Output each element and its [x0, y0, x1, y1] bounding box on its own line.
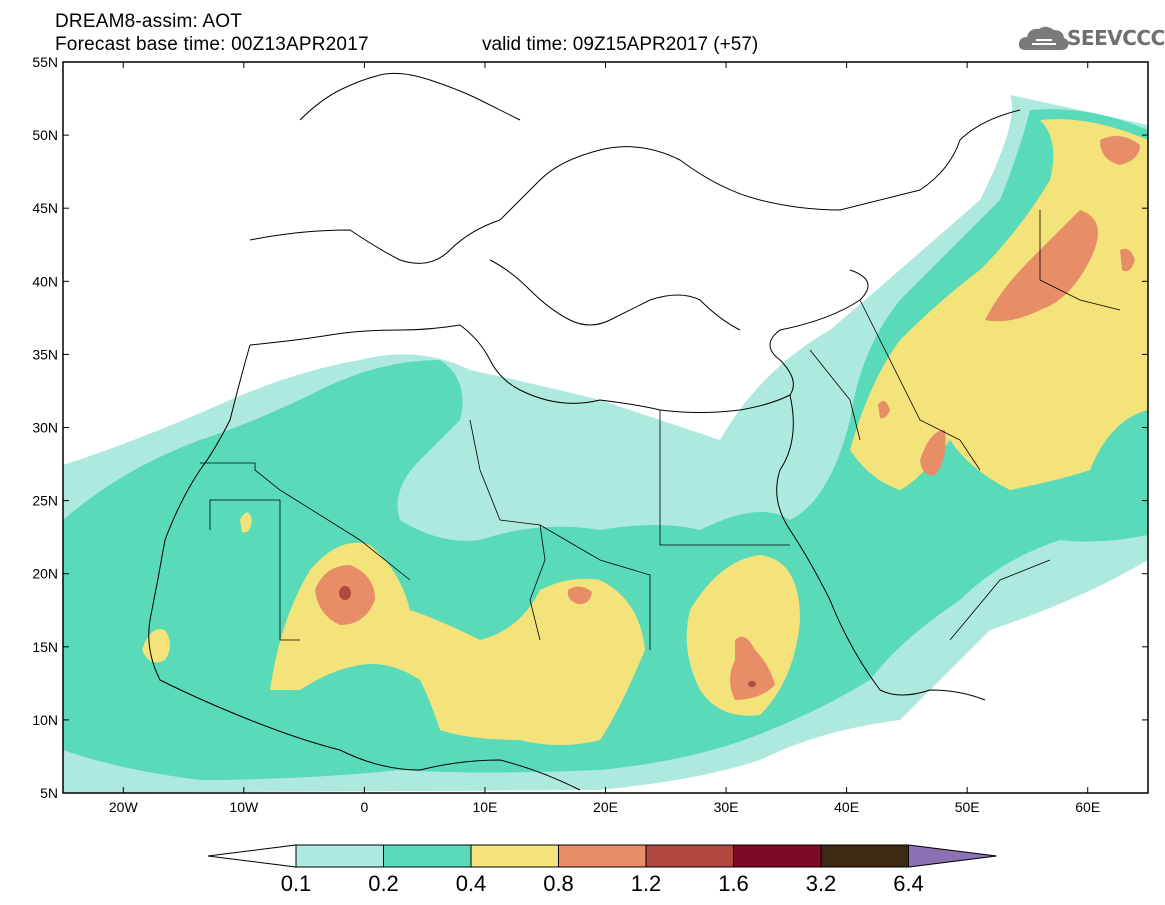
colorbar-above-triangle [908, 844, 997, 868]
logo-text: SEEVCCC [1067, 26, 1165, 50]
lon-label: 40E [834, 799, 859, 815]
colorbar-level-label: 1.2 [631, 871, 662, 896]
coastlines [148, 72, 1021, 791]
lat-label: 35N [32, 346, 58, 362]
lon-label: 10W [229, 799, 259, 815]
lat-label: 55N [32, 54, 58, 70]
aot-band-1.2 [339, 586, 756, 687]
lon-label: 10E [472, 799, 497, 815]
lon-label: 60E [1075, 799, 1100, 815]
colorbar-level-label: 0.8 [543, 871, 574, 896]
colorbar: 0.1 0.2 0.4 0.8 1.2 1.6 3.2 6.4 [207, 844, 997, 896]
colorbar-level-label: 3.2 [806, 871, 837, 896]
cloud-logo-icon [1018, 26, 1069, 50]
colorbar-level-label: 1.6 [718, 871, 749, 896]
colorbar-swatch [733, 844, 822, 868]
colorbar-level-label: 6.4 [893, 871, 924, 896]
colorbar-below-triangle [207, 844, 297, 868]
lat-label: 30N [32, 420, 58, 436]
lat-label: 25N [32, 493, 58, 509]
lat-label: 40N [32, 273, 58, 289]
lat-label: 5N [40, 785, 58, 801]
latitude-labels: 55N 50N 45N 40N 35N 30N 25N 20N 15N 10N 5N [32, 54, 58, 801]
colorbar-swatch [558, 844, 647, 868]
country-borders [200, 210, 1121, 650]
colorbar-swatch [820, 844, 909, 868]
aot-shading [63, 95, 1148, 793]
lat-label: 20N [32, 566, 58, 582]
valid-time: valid time: 09Z15APR2017 (+57) [482, 34, 759, 55]
map-title: DREAM8-assim: AOT [55, 11, 243, 32]
lon-label: 20E [593, 799, 618, 815]
forecast-base-time: Forecast base time: 00Z13APR2017 [55, 34, 369, 55]
lat-label: 45N [32, 200, 58, 216]
lat-label: 15N [32, 639, 58, 655]
axis-ticks [63, 61, 1148, 794]
colorbar-swatch [295, 844, 384, 868]
colorbar-swatch [470, 844, 559, 868]
lat-label: 50N [32, 127, 58, 143]
longitude-labels: 20W 10W 0 10E 20E 30E 40E 50E 60E [109, 799, 1100, 815]
colorbar-swatch [645, 844, 734, 868]
colorbar-level-label: 0.2 [368, 871, 399, 896]
lat-label: 10N [32, 712, 58, 728]
lon-label: 30E [714, 799, 739, 815]
colorbar-swatch [383, 844, 472, 868]
aot-map: 55N 50N 45N 40N 35N 30N 25N 20N 15N 10N 5N 20W 10W 0… [32, 54, 1149, 815]
colorbar-level-label: 0.1 [281, 871, 312, 896]
lon-label: 50E [955, 799, 980, 815]
aot-band-0.8 [315, 136, 1140, 700]
colorbar-level-label: 0.4 [456, 871, 487, 896]
lon-label: 0 [360, 799, 368, 815]
lon-label: 20W [109, 799, 139, 815]
